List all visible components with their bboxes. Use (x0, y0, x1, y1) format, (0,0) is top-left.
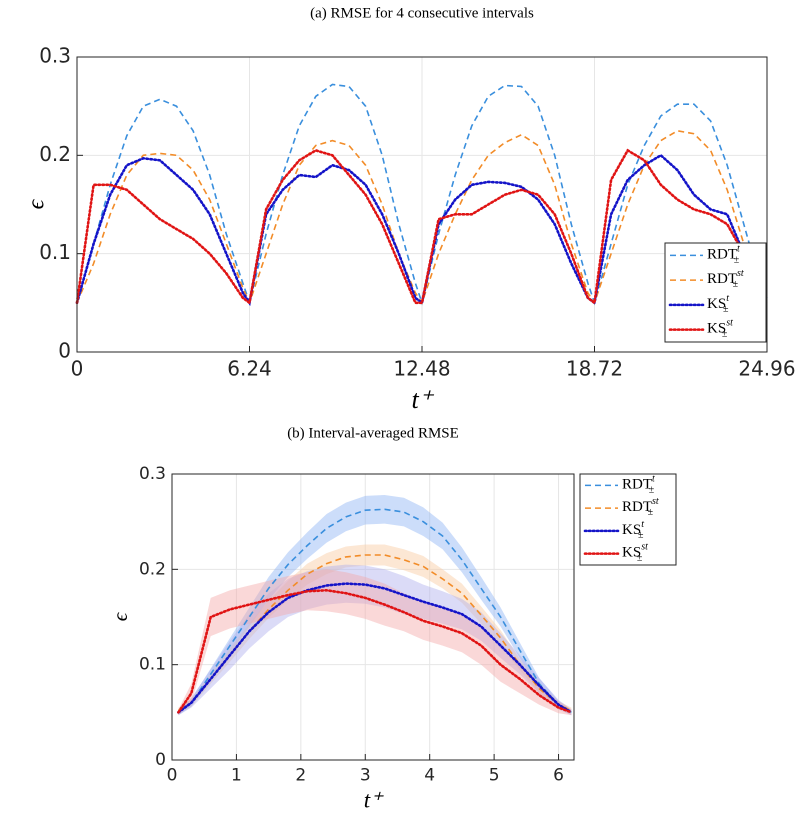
legend-label: RDTt ± (622, 474, 655, 496)
x-tick-label: 6.24 (227, 357, 272, 381)
legend-label: RDTst ± (622, 496, 659, 518)
legend-name: RDT (622, 477, 652, 493)
line (177, 582, 573, 714)
x-tick-label: 24.96 (738, 357, 795, 381)
chart-title: (b) Interval-averaged RMSE (287, 425, 459, 441)
x-tick-label: 3 (360, 765, 371, 785)
y-tick-label: 0.1 (39, 240, 71, 264)
legend-sub: ± (637, 553, 643, 564)
legend-label: KSt ± (622, 519, 644, 541)
legend-label: RDTst ± (707, 268, 744, 290)
error-band (178, 564, 572, 716)
legend-name: KS (707, 321, 726, 337)
legend-name: RDT (622, 500, 652, 516)
legend-name: KS (622, 522, 641, 538)
y-tick-label: 0.2 (139, 559, 166, 579)
y-tick-label: 0 (155, 750, 166, 770)
legend-label: KSst ± (622, 542, 648, 564)
legend-name: KS (622, 545, 641, 561)
legend-name: RDT (707, 272, 737, 288)
legend-box (664, 242, 767, 343)
legend-sub: ± (648, 507, 654, 518)
legend-sup: st (652, 496, 659, 507)
legend-sub: ± (638, 530, 644, 541)
x-tick-label: 2 (295, 765, 306, 785)
y-tick-label: 0.3 (39, 44, 71, 68)
y-tick-label: 0.2 (39, 142, 71, 166)
legend-sup: t (652, 474, 655, 485)
axes-box (76, 56, 768, 353)
legend-label: KSt ± (707, 293, 729, 315)
x-tick-label: 5 (489, 765, 500, 785)
y-tick-label: 0.1 (139, 655, 166, 675)
legend-sup: st (641, 542, 648, 553)
line (75, 148, 769, 306)
y-tick-label: 0.3 (139, 464, 166, 484)
legend-sup: st (737, 268, 744, 279)
y-axis-label: ϵ (24, 198, 50, 209)
line (177, 508, 572, 713)
x-tick-label: 18.72 (566, 357, 623, 381)
legend-sub: ± (723, 304, 729, 315)
legend-sub: ± (649, 485, 655, 496)
legend-sup: t (737, 244, 740, 255)
legend-name: RDT (707, 247, 737, 263)
x-tick-label: 6 (553, 765, 564, 785)
legend-label: KSst ± (707, 318, 733, 340)
axes-box (171, 473, 575, 761)
legend-sub: ± (733, 279, 739, 290)
plot-area (172, 474, 574, 760)
legend-sup: t (726, 293, 729, 304)
line (177, 588, 573, 714)
y-axis-label: ϵ (108, 611, 132, 621)
legend-sup: t (641, 519, 644, 530)
x-tick-label: 1 (231, 765, 242, 785)
legend-name: KS (707, 296, 726, 312)
legend-box (579, 473, 677, 566)
legend-sup: st (726, 318, 733, 329)
x-tick-label: 0 (167, 765, 178, 785)
chart-title: (a) RMSE for 4 consecutive intervals (310, 5, 534, 21)
x-tick-label: 12.48 (393, 357, 450, 381)
legend-label: RDTt ± (707, 244, 740, 266)
y-tick-label: 0 (58, 339, 71, 363)
x-axis-label: t⁺ (412, 385, 435, 414)
x-axis-label: t⁺ (364, 787, 384, 812)
legend-sub: ± (734, 255, 740, 266)
legend-sub: ± (722, 329, 728, 340)
x-tick-label: 0 (71, 357, 84, 381)
x-tick-label: 4 (424, 765, 435, 785)
